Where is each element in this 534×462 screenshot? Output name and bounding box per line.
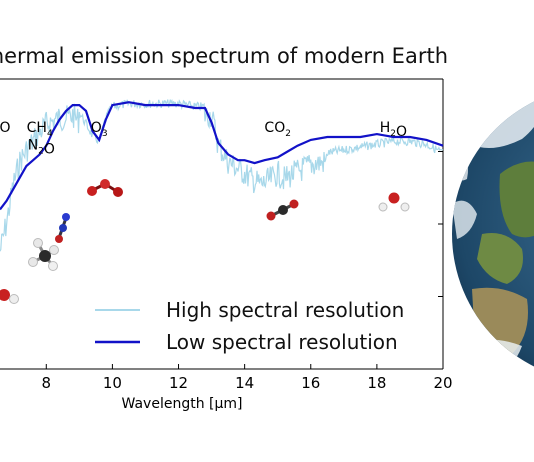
nitrous-oxide-molecule-icon bbox=[55, 213, 70, 243]
low-resolution-spectrum-line bbox=[0, 101, 444, 211]
x-tick-label: 8 bbox=[42, 374, 52, 392]
water-molecule-icon bbox=[378, 192, 410, 212]
molecule-label: O bbox=[0, 120, 10, 136]
molecule-label: H2O bbox=[380, 120, 407, 140]
molecule-label: CH4 bbox=[27, 120, 53, 139]
x-tick-label: 20 bbox=[433, 374, 452, 392]
legend-label: Low spectral resolution bbox=[166, 330, 398, 354]
chart-title: Thermal emission spectrum of modern Eart… bbox=[0, 44, 448, 68]
ozone-molecule-icon bbox=[87, 179, 123, 197]
molecule-label: N2O bbox=[28, 137, 55, 157]
x-tick-label: 14 bbox=[235, 374, 254, 392]
x-tick-label: 10 bbox=[103, 374, 122, 392]
molecule-label: CO2 bbox=[264, 120, 291, 139]
x-tick-label: 16 bbox=[301, 374, 320, 392]
earth-globe-image bbox=[452, 90, 534, 379]
molecule-label: O3 bbox=[91, 120, 108, 139]
carbon-dioxide-molecule-icon bbox=[266, 199, 299, 221]
x-tick-label: 12 bbox=[169, 374, 188, 392]
high-resolution-spectrum-line bbox=[0, 98, 444, 252]
methane-molecule-icon bbox=[28, 238, 59, 271]
x-tick-label: 18 bbox=[367, 374, 386, 392]
molecule-illustrations bbox=[0, 179, 410, 304]
x-axis-label: Wavelength [µm] bbox=[122, 396, 243, 412]
water-molecule-icon bbox=[0, 289, 19, 304]
legend-label: High spectral resolution bbox=[166, 298, 404, 322]
